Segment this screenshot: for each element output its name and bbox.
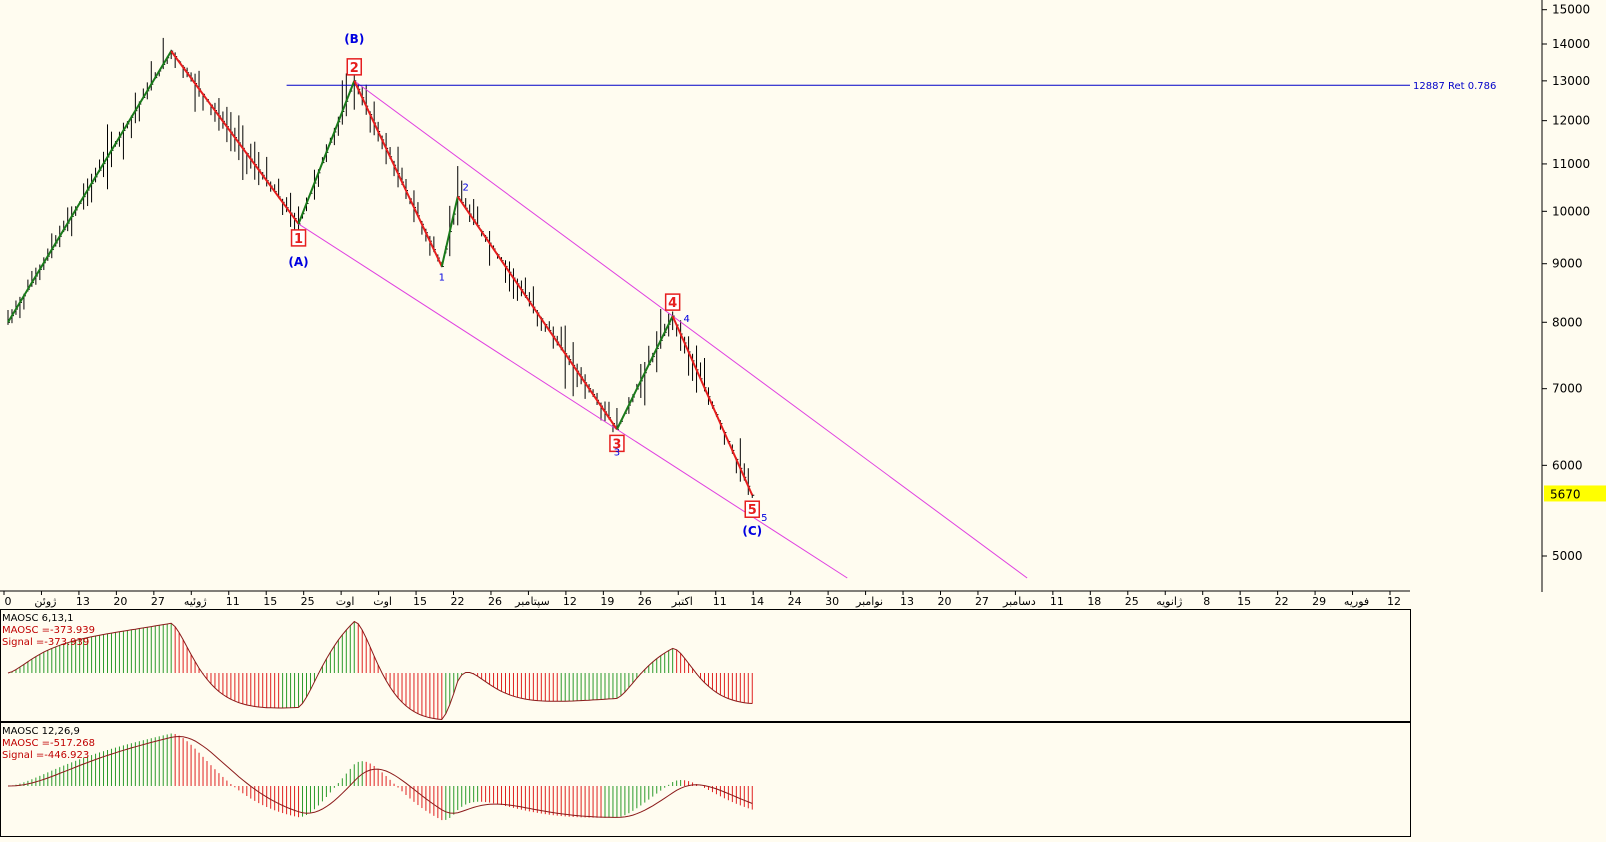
y-tick-label: 7000: [1552, 382, 1583, 396]
wave-segment-down: [353, 80, 443, 267]
x-tick-label: ژوئیه: [184, 595, 207, 608]
wave-label-box: [290, 229, 307, 247]
x-tick-label: 27: [151, 595, 165, 608]
wave-label-minor: 2: [463, 183, 469, 194]
x-tick-label: 22: [1275, 595, 1289, 608]
wave-label-major: 2: [350, 61, 359, 76]
x-tick-label: 11: [1050, 595, 1064, 608]
wave-label-major: 3: [612, 437, 621, 452]
last-price-marker: [1544, 485, 1606, 502]
x-tick-label: 26: [638, 595, 652, 608]
x-tick-label: 13: [900, 595, 914, 608]
y-tick-label: 14000: [1552, 37, 1590, 51]
x-tick-label: 25: [1125, 595, 1139, 608]
x-tick-label: 8: [1203, 595, 1210, 608]
y-tick-label: 5000: [1552, 549, 1583, 563]
x-tick-label: 14: [750, 595, 764, 608]
oscillator-panel-1: [0, 609, 1411, 722]
oscillator-signal-line-2: [7, 735, 753, 818]
oscillator-legend-1: Signal =-373.939: [2, 637, 89, 648]
channel-lower-line: [298, 223, 848, 579]
x-tick-label: 26: [488, 595, 502, 608]
wave-segment-up: [616, 315, 674, 430]
wave-label-minor: 4: [683, 314, 689, 325]
y-tick-label: 9000: [1552, 257, 1583, 271]
x-tick-label: 11: [226, 595, 240, 608]
wave-segment-down: [170, 50, 300, 225]
x-tick-label: نوامبر: [855, 595, 883, 608]
y-tick-label: 12000: [1552, 114, 1590, 128]
wave-label-major: 4: [668, 296, 677, 311]
wave-label-abc: (A): [288, 255, 308, 269]
oscillator-legend-1: MAOSC =-373.939: [2, 625, 95, 636]
wave-label-abc: (C): [742, 524, 762, 538]
x-tick-label: 20: [937, 595, 951, 608]
x-tick-label: فوریه: [1344, 595, 1369, 608]
wave-segment-up: [7, 50, 173, 323]
oscillator-legend-1: MAOSC 6,13,1: [2, 613, 73, 624]
wave-label-minor: 3: [614, 447, 620, 458]
x-tick-label: 20: [113, 595, 127, 608]
x-tick-label: 29: [1312, 595, 1326, 608]
wave-segment-up: [440, 196, 459, 267]
x-tick-label: 18: [1087, 595, 1101, 608]
x-tick-label: 15: [263, 595, 277, 608]
wave-label-abc: (B): [344, 32, 364, 46]
x-tick-label: 19: [600, 595, 614, 608]
x-tick-label: اوت: [336, 595, 355, 608]
oscillator-legend-2: MAOSC =-517.268: [2, 738, 95, 749]
wave-label-box: [664, 293, 681, 311]
x-tick-label: سپتامبر: [514, 595, 550, 608]
wave-segment-down: [456, 196, 618, 430]
x-tick-label: 27: [975, 595, 989, 608]
channel-upper-line: [353, 80, 1028, 579]
x-tick-label: 11: [713, 595, 727, 608]
x-tick-label: 13: [76, 595, 90, 608]
x-tick-label: 12: [1387, 595, 1401, 608]
wave-label-box: [609, 434, 625, 453]
wave-label-box: [346, 58, 363, 76]
wave-label-box: [744, 500, 761, 518]
oscillator-legend-2: Signal =-446.923: [2, 750, 89, 761]
x-tick-label: اوت: [373, 595, 392, 608]
x-tick-label: 22: [451, 595, 465, 608]
x-tick-label: دسامبر: [1002, 595, 1036, 608]
x-tick-label: اکتبر: [671, 595, 693, 608]
oscillator-histogram-1: [11, 621, 753, 720]
y-tick-label: 8000: [1552, 315, 1583, 329]
y-tick-label: 11000: [1552, 157, 1590, 171]
wave-segment-up: [297, 80, 356, 225]
x-tick-label: ژوئن: [34, 595, 56, 608]
y-tick-label: 13000: [1552, 74, 1590, 88]
wave-label-major: 1: [294, 232, 303, 247]
oscillator-legend-2: MAOSC 12,26,9: [2, 726, 80, 737]
x-tick-label: ژانویه: [1156, 595, 1182, 608]
retracement-label: 12887 Ret 0.786: [1413, 81, 1496, 92]
wave-label-minor: 5: [761, 513, 767, 524]
oscillator-panel-2: [0, 722, 1411, 837]
y-tick-label: 15000: [1552, 3, 1590, 17]
x-tick-label: 12: [563, 595, 577, 608]
x-tick-label: 30: [825, 595, 839, 608]
last-price-label: 5670: [1550, 487, 1581, 501]
wave-segment-down: [671, 315, 754, 496]
x-tick-label: 25: [301, 595, 315, 608]
x-tick-label: 0: [5, 595, 12, 608]
x-tick-label: 15: [1237, 595, 1251, 608]
x-tick-label: 24: [788, 595, 802, 608]
oscillator-signal-line-1: [7, 620, 753, 721]
y-tick-label: 6000: [1552, 458, 1583, 472]
oscillator-histogram-2: [11, 733, 753, 821]
wave-label-minor: 1: [439, 272, 445, 283]
y-tick-label: 10000: [1552, 204, 1590, 218]
x-tick-label: 15: [413, 595, 427, 608]
wave-label-major: 5: [748, 503, 757, 518]
